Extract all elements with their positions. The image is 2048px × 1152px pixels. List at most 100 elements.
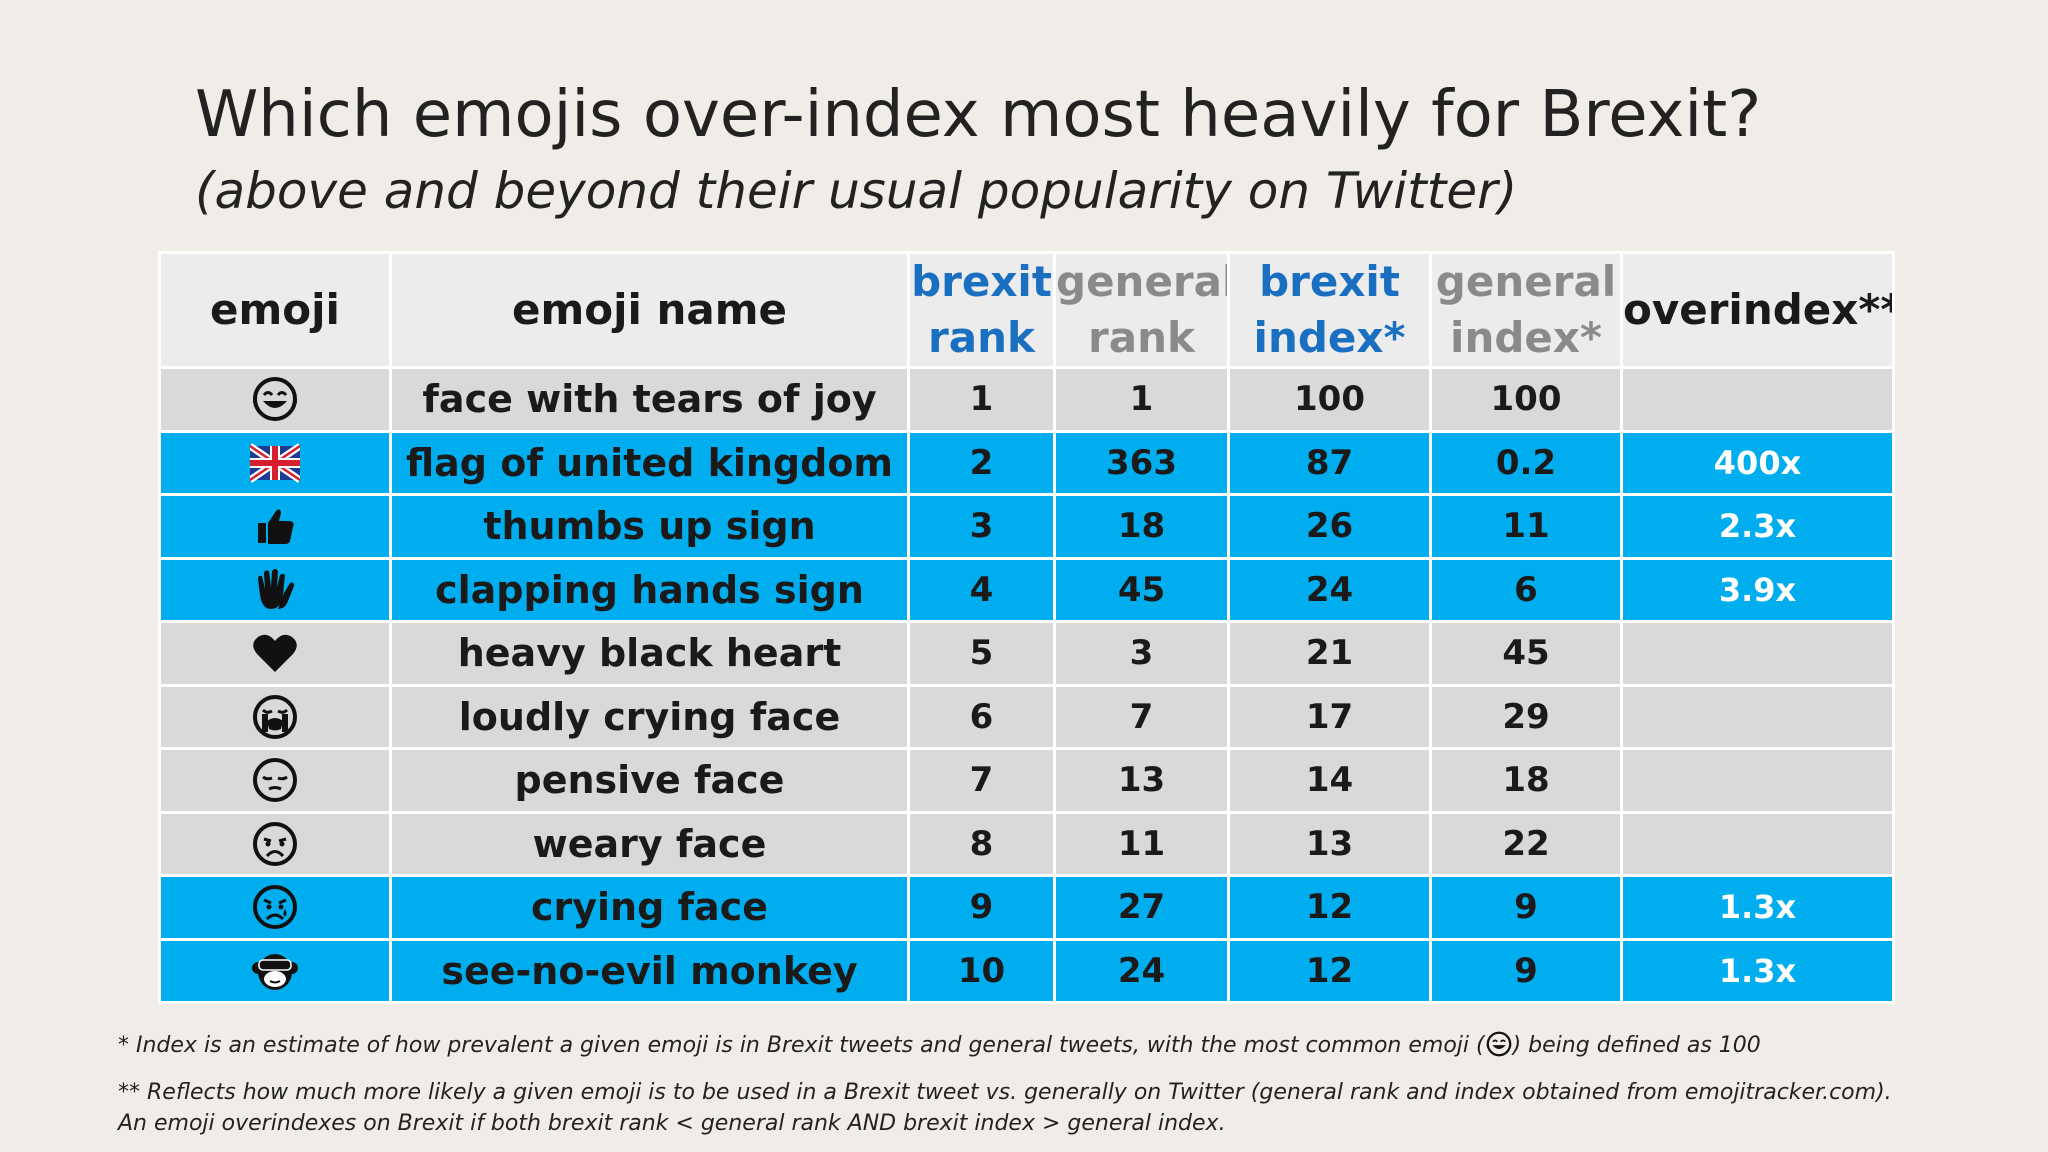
table-header-row: emoji emoji name brexit rank general rank … xyxy=(158,251,1895,369)
general-rank-cell: 45 xyxy=(1053,556,1230,623)
general-rank-cell: 24 xyxy=(1053,937,1230,1004)
overindex-cell: 400x xyxy=(1620,429,1895,496)
emoji-overindex-table: emoji emoji name brexit rank general rank … xyxy=(158,251,1895,1004)
table-row: face with tears of joy 1 1 100 100 xyxy=(158,366,1895,433)
clapping-hands-icon xyxy=(250,568,300,609)
brexit-rank-cell: 6 xyxy=(907,683,1056,750)
table-row: see-no-evil monkey 10 24 12 9 1.3x xyxy=(158,937,1895,1004)
brexit-rank-cell: 5 xyxy=(907,620,1056,687)
face-with-tears-of-joy-icon xyxy=(250,377,300,422)
crying-face-icon xyxy=(250,885,300,930)
emoji-cell xyxy=(158,556,392,623)
header-emoji: emoji xyxy=(158,251,392,369)
table-body: face with tears of joy 1 1 100 100 flag of un… xyxy=(158,366,1895,1004)
general-index-cell: 9 xyxy=(1429,874,1623,941)
brexit-index-cell: 17 xyxy=(1227,683,1432,750)
weary-face-icon xyxy=(250,821,300,866)
brexit-index-cell: 13 xyxy=(1227,810,1432,877)
general-rank-cell: 27 xyxy=(1053,874,1230,941)
table-row: crying face 9 27 12 9 1.3x xyxy=(158,874,1895,941)
emoji-cell xyxy=(158,683,392,750)
general-index-cell: 0.2 xyxy=(1429,429,1623,496)
emoji-name-cell: weary face xyxy=(389,810,910,877)
overindex-cell xyxy=(1620,810,1895,877)
emoji-cell xyxy=(158,810,392,877)
thumbs-up-icon xyxy=(250,509,300,545)
general-rank-cell: 18 xyxy=(1053,493,1230,560)
pensive-face-icon xyxy=(250,758,300,803)
brexit-rank-cell: 2 xyxy=(907,429,1056,496)
brexit-rank-cell: 9 xyxy=(907,874,1056,941)
page-title: Which emojis over-index most heavily for… xyxy=(195,78,1762,152)
general-rank-cell: 363 xyxy=(1053,429,1230,496)
uk-flag-icon xyxy=(248,442,302,483)
emoji-name-cell: flag of united kingdom xyxy=(389,429,910,496)
emoji-name-cell: crying face xyxy=(389,874,910,941)
general-rank-cell: 3 xyxy=(1053,620,1230,687)
brexit-index-cell: 24 xyxy=(1227,556,1432,623)
brexit-index-cell: 12 xyxy=(1227,937,1432,1004)
general-index-cell: 100 xyxy=(1429,366,1623,433)
brexit-rank-cell: 3 xyxy=(907,493,1056,560)
overindex-cell xyxy=(1620,683,1895,750)
general-index-cell: 9 xyxy=(1429,937,1623,1004)
general-rank-cell: 1 xyxy=(1053,366,1230,433)
table-row: loudly crying face 6 7 17 29 xyxy=(158,683,1895,750)
brexit-rank-cell: 7 xyxy=(907,747,1056,814)
overindex-cell xyxy=(1620,620,1895,687)
emoji-cell xyxy=(158,937,392,1004)
header-general-rank: general rank xyxy=(1053,251,1230,369)
general-rank-cell: 13 xyxy=(1053,747,1230,814)
table-row: flag of united kingdom 2 363 87 0.2 400x xyxy=(158,429,1895,496)
overindex-cell: 1.3x xyxy=(1620,937,1895,1004)
see-no-evil-monkey-icon xyxy=(250,953,300,990)
brexit-rank-cell: 8 xyxy=(907,810,1056,877)
heavy-black-heart-icon xyxy=(250,635,300,673)
brexit-index-cell: 100 xyxy=(1227,366,1432,433)
header-emoji-name: emoji name xyxy=(389,251,910,369)
overindex-cell xyxy=(1620,366,1895,433)
overindex-cell: 1.3x xyxy=(1620,874,1895,941)
footnote-overindex: ** Reflects how much more likely a given… xyxy=(118,1080,1892,1136)
brexit-rank-cell: 10 xyxy=(907,937,1056,1004)
brexit-index-cell: 14 xyxy=(1227,747,1432,814)
general-index-cell: 6 xyxy=(1429,556,1623,623)
emoji-cell xyxy=(158,747,392,814)
general-rank-cell: 11 xyxy=(1053,810,1230,877)
table-row: heavy black heart 5 3 21 45 xyxy=(158,620,1895,687)
overindex-cell: 2.3x xyxy=(1620,493,1895,560)
overindex-cell xyxy=(1620,747,1895,814)
emoji-name-cell: see-no-evil monkey xyxy=(389,937,910,1004)
face-with-tears-of-joy-icon xyxy=(1485,1031,1513,1058)
brexit-index-cell: 21 xyxy=(1227,620,1432,687)
header-brexit-index: brexit index* xyxy=(1227,251,1432,369)
brexit-index-cell: 87 xyxy=(1227,429,1432,496)
emoji-cell xyxy=(158,493,392,560)
footnote-index: * Index is an estimate of how prevalent … xyxy=(118,1031,1761,1058)
emoji-name-cell: heavy black heart xyxy=(389,620,910,687)
header-general-index: general index* xyxy=(1429,251,1623,369)
page-subtitle: (above and beyond their usual popularity… xyxy=(195,162,1518,220)
general-index-cell: 29 xyxy=(1429,683,1623,750)
table-row: weary face 8 11 13 22 xyxy=(158,810,1895,877)
emoji-name-cell: face with tears of joy xyxy=(389,366,910,433)
overindex-cell: 3.9x xyxy=(1620,556,1895,623)
emoji-cell xyxy=(158,620,392,687)
brexit-index-cell: 26 xyxy=(1227,493,1432,560)
emoji-name-cell: clapping hands sign xyxy=(389,556,910,623)
table-row: thumbs up sign 3 18 26 11 2.3x xyxy=(158,493,1895,560)
brexit-rank-cell: 1 xyxy=(907,366,1056,433)
general-index-cell: 22 xyxy=(1429,810,1623,877)
brexit-index-cell: 12 xyxy=(1227,874,1432,941)
emoji-name-cell: pensive face xyxy=(389,747,910,814)
general-rank-cell: 7 xyxy=(1053,683,1230,750)
emoji-cell xyxy=(158,366,392,433)
table-row: pensive face 7 13 14 18 xyxy=(158,747,1895,814)
header-overindex: overindex** xyxy=(1620,251,1895,369)
general-index-cell: 11 xyxy=(1429,493,1623,560)
emoji-name-cell: thumbs up sign xyxy=(389,493,910,560)
table-row: clapping hands sign 4 45 24 6 3.9x xyxy=(158,556,1895,623)
header-brexit-rank: brexit rank xyxy=(907,251,1056,369)
loudly-crying-face-icon xyxy=(250,694,300,739)
emoji-cell xyxy=(158,874,392,941)
